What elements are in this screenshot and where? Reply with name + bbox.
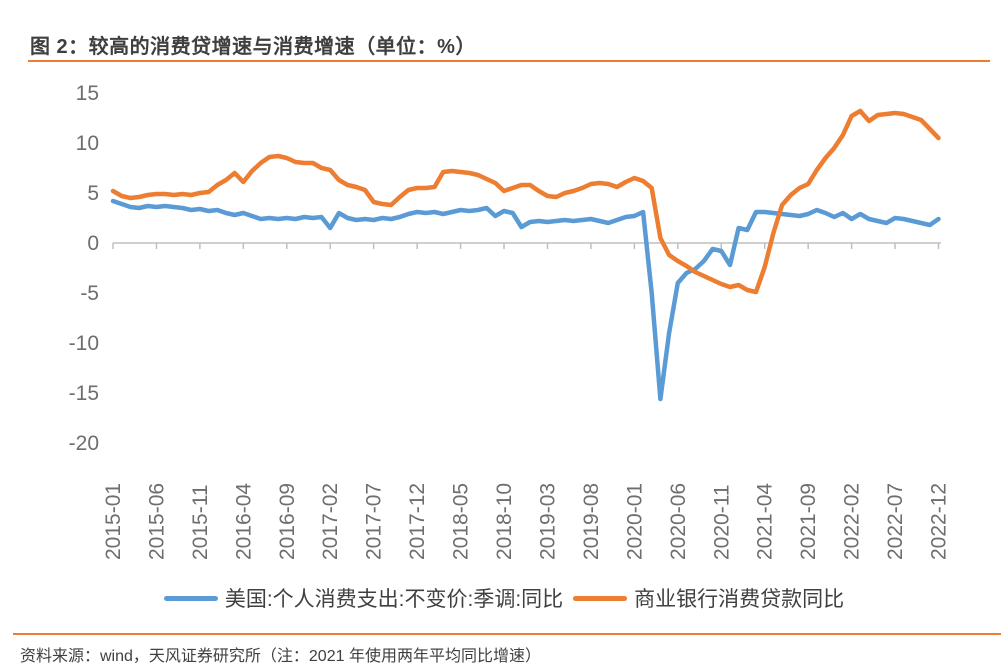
x-tick-label: 2016-09 bbox=[276, 483, 299, 560]
x-tick-label: 2019-08 bbox=[580, 483, 603, 560]
legend-swatch-blue bbox=[163, 595, 218, 601]
legend-swatch-orange bbox=[573, 595, 628, 601]
x-tick-label: 2015-11 bbox=[189, 484, 212, 560]
x-tick-label: 2017-02 bbox=[319, 483, 342, 560]
x-tick-label: 2022-07 bbox=[884, 483, 907, 560]
y-tick-label: 10 bbox=[76, 132, 99, 155]
series-line-consumer-loans bbox=[110, 108, 941, 295]
x-tick-label: 2022-12 bbox=[928, 483, 951, 560]
x-tick-label: 2017-12 bbox=[406, 483, 429, 560]
x-tick-label: 2015-06 bbox=[145, 483, 168, 560]
x-tick-label: 2019-03 bbox=[536, 483, 559, 560]
footer-divider bbox=[13, 633, 1001, 635]
legend-label-pce: 美国:个人消费支出:不变价:季调:同比 bbox=[224, 588, 564, 611]
title-divider bbox=[28, 60, 990, 62]
x-tick-label: 2021-09 bbox=[797, 483, 820, 560]
x-tick-label: 2022-02 bbox=[841, 483, 864, 560]
x-tick-label: 2021-04 bbox=[754, 483, 777, 560]
x-tick-label: 2017-07 bbox=[363, 483, 386, 560]
y-tick-label: -15 bbox=[69, 382, 99, 405]
series-line-pce bbox=[110, 198, 941, 402]
y-tick-label: 15 bbox=[76, 82, 99, 105]
y-tick-label: 0 bbox=[87, 232, 99, 255]
y-tick-label: -20 bbox=[69, 432, 99, 455]
x-tick-label: 2020-01 bbox=[623, 483, 646, 560]
figure-title: 图 2：较高的消费贷增速与消费增速（单位：%） bbox=[30, 36, 476, 58]
x-tick-label: 2018-05 bbox=[450, 483, 473, 560]
x-tick-label: 2020-11 bbox=[710, 484, 733, 560]
x-tick-label: 2015-01 bbox=[102, 483, 125, 560]
legend-item-pce: 美国:个人消费支出:不变价:季调:同比 bbox=[163, 583, 564, 613]
y-tick-label: -5 bbox=[80, 282, 99, 305]
x-tick-label: 2020-06 bbox=[667, 483, 690, 560]
legend-item-consumer-loans: 商业银行消费贷款同比 bbox=[573, 583, 844, 613]
source-note: 资料来源：wind，天风证券研究所（注：2021 年使用两年平均同比增速） bbox=[20, 648, 541, 665]
x-tick-label: 2016-04 bbox=[232, 483, 255, 560]
y-tick-label: -10 bbox=[69, 332, 99, 355]
y-tick-label: 5 bbox=[87, 182, 99, 205]
legend-label-consumer-loans: 商业银行消费贷款同比 bbox=[634, 588, 845, 611]
chart-legend: 美国:个人消费支出:不变价:季调:同比 商业银行消费贷款同比 bbox=[0, 583, 1008, 613]
x-tick-label: 2018-10 bbox=[493, 483, 516, 560]
